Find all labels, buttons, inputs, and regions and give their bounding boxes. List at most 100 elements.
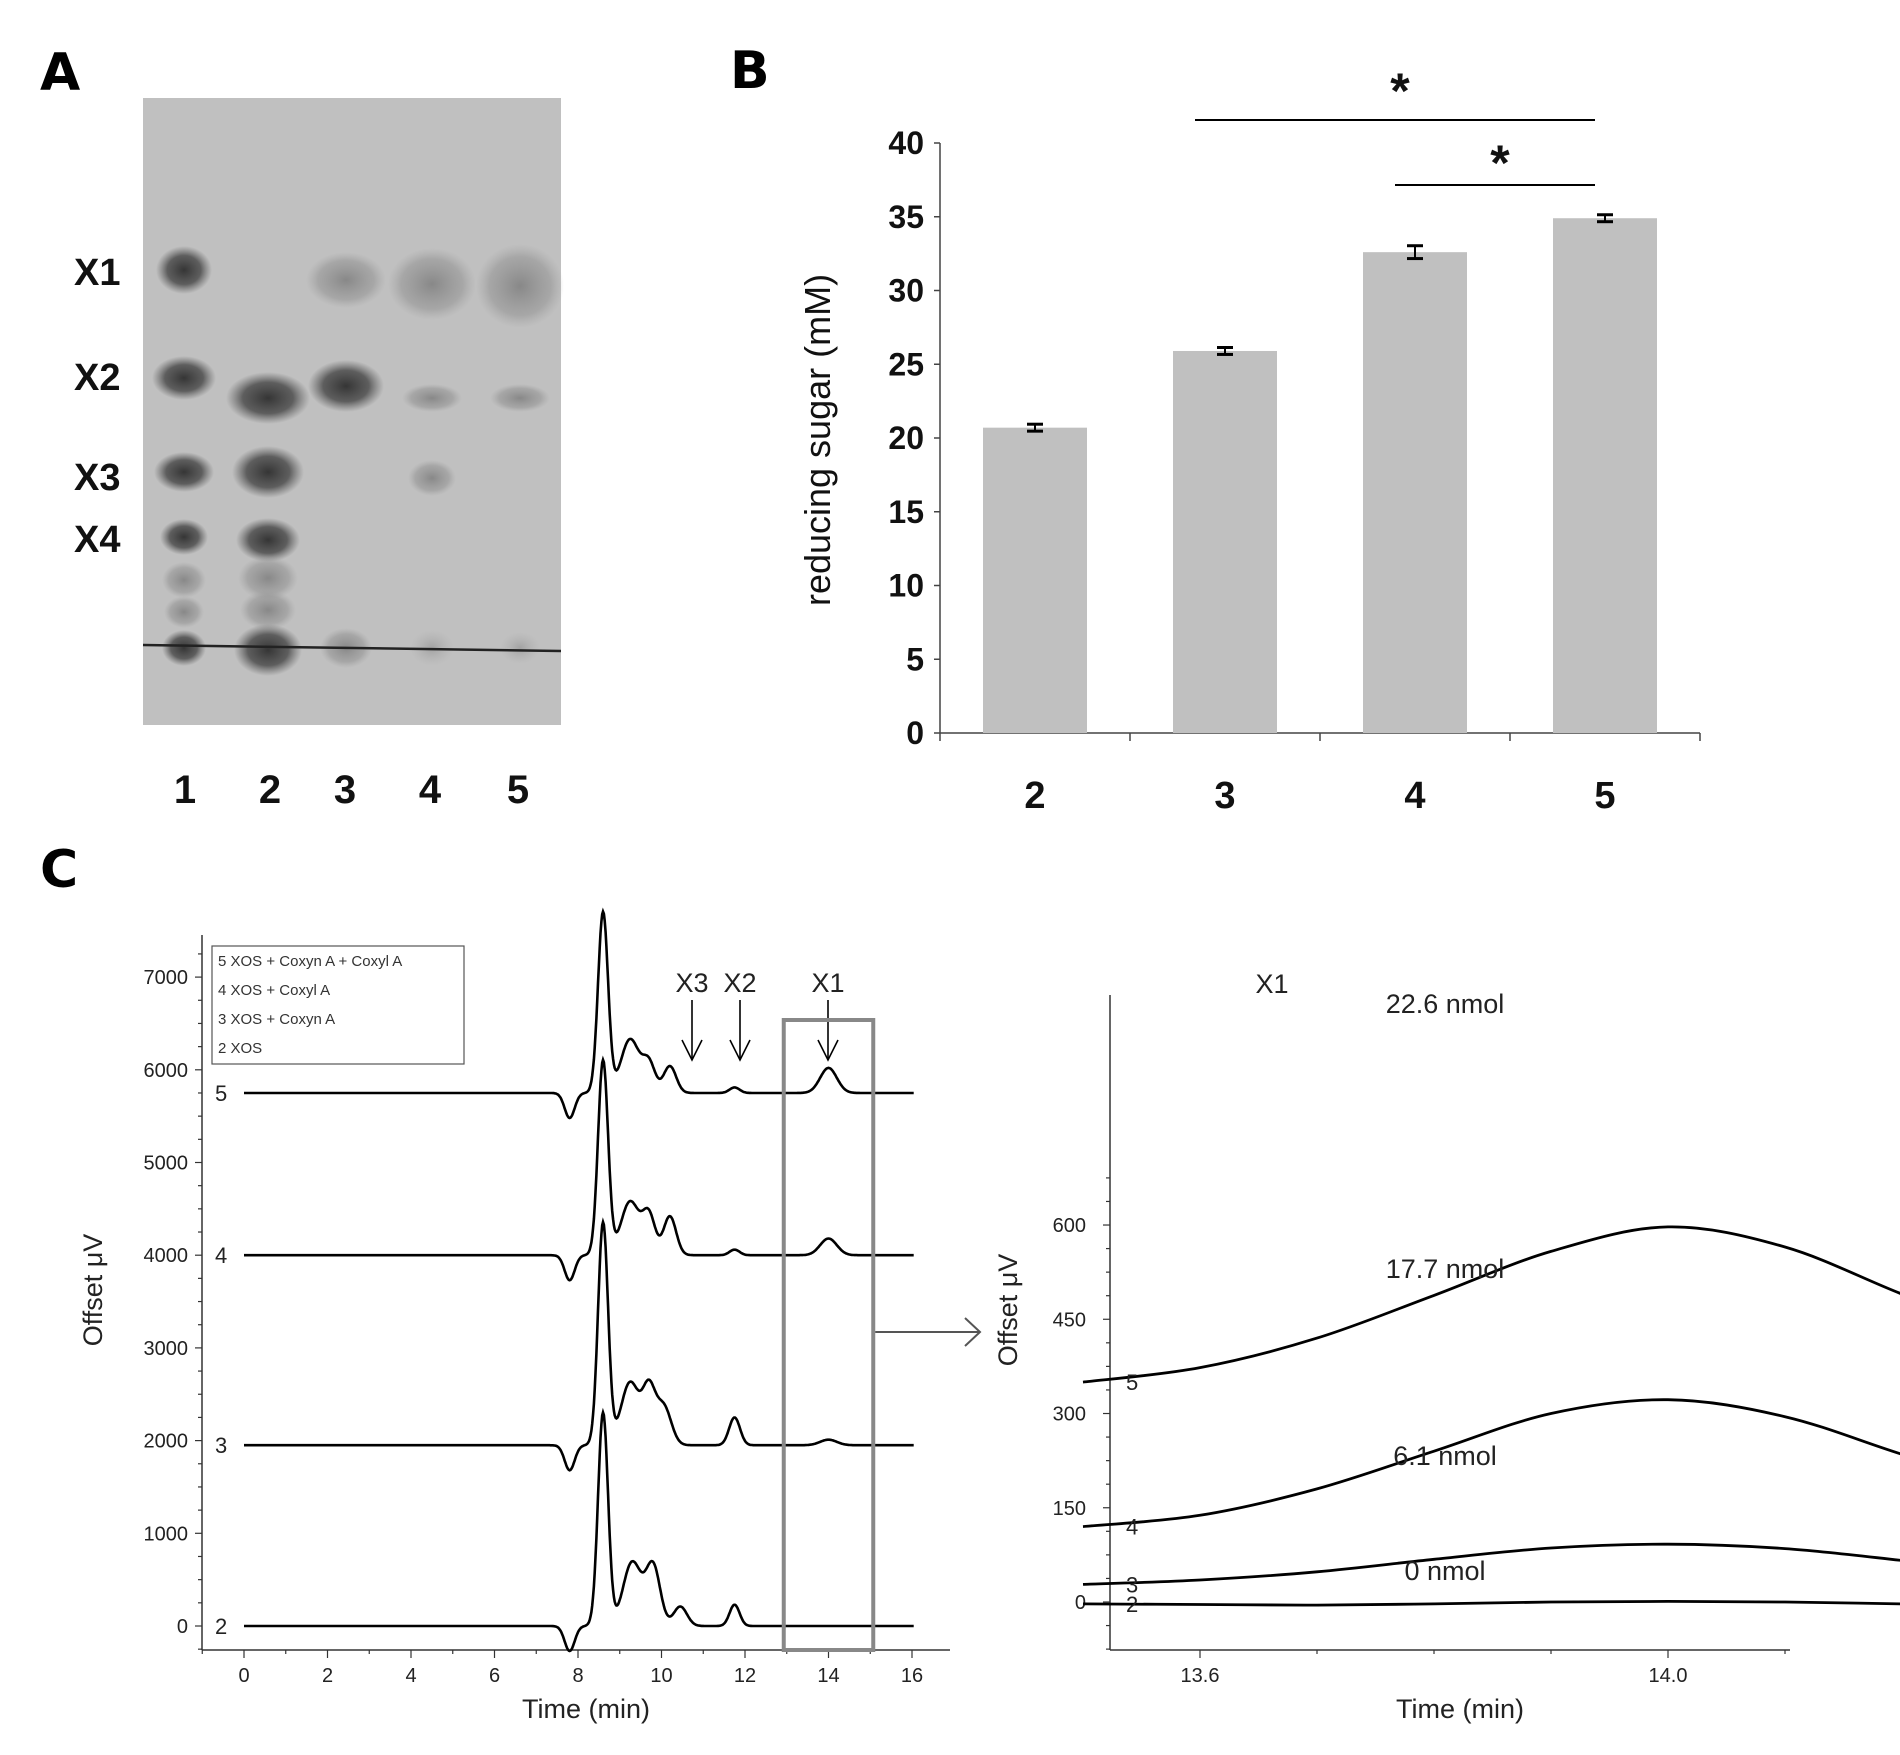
- legend-box: [211, 945, 465, 1065]
- trace-id-label: 4: [215, 1243, 227, 1268]
- peak-arrow-head: [681, 1039, 703, 1062]
- y-tick-label: 40: [888, 125, 924, 161]
- tlc-spot-9: [236, 518, 300, 562]
- tlc-spot-18: [408, 460, 456, 496]
- legend-entry: 4 XOS + Coxyl A: [218, 982, 330, 999]
- tlc-spot-16: [388, 248, 476, 320]
- x-axis-title: Time (min): [522, 1694, 650, 1724]
- trace-id-label: 5: [215, 1081, 227, 1106]
- x-tick-label: 12: [734, 1665, 756, 1687]
- trace-id-label: 2: [1126, 1592, 1138, 1617]
- tlc-spot-21: [490, 384, 550, 412]
- band-labels: X1 X2 X3 X4: [74, 252, 120, 561]
- trace-id-label: 2: [215, 1614, 227, 1639]
- tlc-spot-13: [306, 252, 386, 308]
- zoom-connector-arrowhead: [964, 1317, 982, 1347]
- zoom-trace-5: [1082, 1225, 1900, 1384]
- amount-label: 6.1 nmol: [1393, 1441, 1497, 1471]
- y-tick-label: 20: [888, 420, 924, 456]
- x-tick-label: 4: [405, 1665, 416, 1687]
- peak-label: X1: [811, 968, 844, 998]
- tlc-spot-17: [402, 384, 462, 412]
- tlc-plate: [142, 98, 564, 725]
- y-tick-label: 10: [888, 568, 924, 604]
- y-tick-label: 4000: [144, 1245, 189, 1267]
- x-tick-label: 6: [489, 1665, 500, 1687]
- y-tick-label: 7000: [144, 967, 189, 989]
- x-category-label: 2: [1024, 775, 1045, 817]
- y-tick-label: 300: [1053, 1404, 1086, 1426]
- x-tick-label: 10: [650, 1665, 672, 1687]
- y-tick-label: 5000: [144, 1153, 189, 1175]
- y-axis-title: Offset μV: [78, 1234, 108, 1347]
- panel-letter-a: A: [40, 43, 80, 103]
- zoom-trace-3: [1082, 1542, 1900, 1586]
- tlc-spot-8: [232, 446, 304, 498]
- lane-label-1: 1: [174, 768, 196, 812]
- tlc-spot-20: [476, 244, 564, 328]
- x-tick-label: 0: [238, 1665, 249, 1687]
- trace-id-label: 3: [215, 1433, 227, 1458]
- x-category-label: 4: [1404, 775, 1425, 817]
- x-category-label: 5: [1594, 775, 1615, 817]
- zoom-box: [781, 1018, 876, 1652]
- significance-star: *: [1390, 63, 1410, 119]
- panel-letter-c: C: [40, 840, 78, 900]
- band-label-x2: X2: [74, 357, 120, 399]
- chart-title: X1: [1255, 969, 1288, 999]
- peak-arrow-head: [817, 1039, 839, 1062]
- trace-id-label: 5: [1126, 1370, 1138, 1395]
- x-category-label: 3: [1214, 775, 1235, 817]
- tlc-spot-3: [160, 519, 208, 555]
- bar-2: [983, 427, 1087, 733]
- x-tick-label: 14.0: [1649, 1665, 1688, 1687]
- trace-2: [244, 1407, 914, 1653]
- tlc-spot-10: [238, 556, 298, 600]
- peak-label: X2: [723, 968, 756, 998]
- chromatogram-overview: 0 1000 2000 3000 4000 5000 6000 7000 0 2 4 6 8 10 12 14…: [78, 907, 982, 1724]
- x-axis-title: Time (min): [1396, 1694, 1524, 1724]
- y-tick-label: 5: [906, 641, 924, 677]
- bar-chart: 0 5 10 15 20 25 30 35 40 2 3 4 5 reducing sugar (mM) *…: [797, 63, 1701, 817]
- tlc-spot-0: [156, 246, 212, 294]
- bar-3: [1173, 350, 1277, 733]
- y-axis-title: Offset μV: [993, 1254, 1023, 1367]
- x-tick-label: 8: [572, 1665, 583, 1687]
- peak-arrow-head: [729, 1039, 751, 1062]
- tlc-spot-22: [500, 632, 540, 664]
- trace-id-label: 4: [1126, 1515, 1138, 1540]
- y-tick-label: 35: [888, 199, 924, 235]
- trace-id-label: 3: [1126, 1572, 1138, 1597]
- trace-3: [244, 1217, 914, 1472]
- lane-label-5: 5: [507, 768, 529, 812]
- trace-5: [244, 907, 914, 1120]
- y-tick-label: 1000: [144, 1523, 189, 1545]
- band-label-x1: X1: [74, 252, 120, 294]
- lane-label-2: 2: [259, 768, 281, 812]
- x-tick-label: 2: [322, 1665, 333, 1687]
- significance-star: *: [1490, 135, 1510, 191]
- y-tick-label: 30: [888, 273, 924, 309]
- y-tick-label: 150: [1053, 1498, 1086, 1520]
- y-tick-label: 6000: [144, 1060, 189, 1082]
- x-tick-label: 16: [901, 1665, 923, 1687]
- tlc-spot-11: [240, 590, 296, 630]
- y-tick-label: 2000: [144, 1431, 189, 1453]
- amount-label: 0 nmol: [1404, 1556, 1485, 1586]
- y-tick-label: 15: [888, 494, 924, 530]
- tlc-spot-6: [162, 630, 206, 666]
- x-tick-label: 14: [817, 1665, 839, 1687]
- zoom-trace-2: [1082, 1599, 1900, 1607]
- legend-entry: 3 XOS + Coxyn A: [218, 1011, 335, 1028]
- band-label-x4: X4: [74, 519, 120, 561]
- zoom-trace-4: [1082, 1398, 1900, 1528]
- legend-entry: 2 XOS: [218, 1040, 262, 1057]
- tlc-spot-2: [154, 452, 214, 492]
- tlc-spot-4: [162, 562, 206, 598]
- x-tick-label: 13.6: [1181, 1665, 1220, 1687]
- tlc-spot-12: [234, 624, 302, 676]
- lane-label-3: 3: [334, 768, 356, 812]
